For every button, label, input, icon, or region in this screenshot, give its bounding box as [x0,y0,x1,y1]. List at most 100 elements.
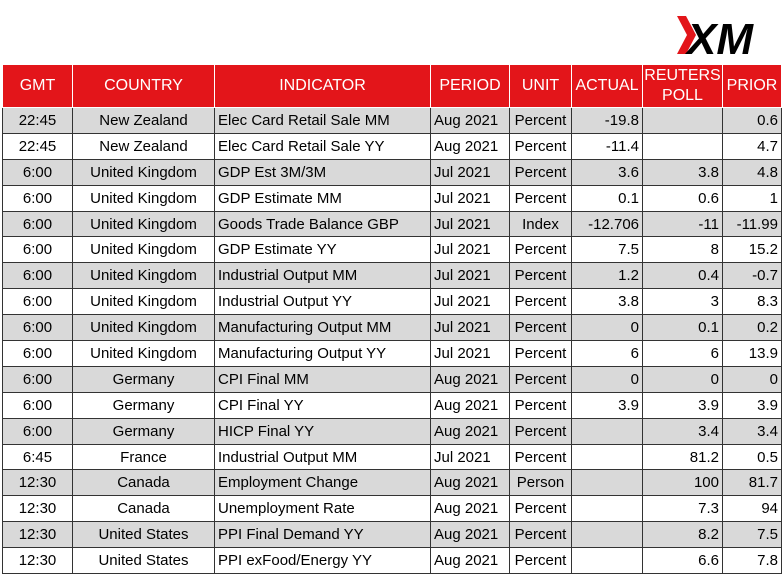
cell-indicator: CPI Final MM [214,365,431,393]
table-row: 22:45 New Zealand Elec Card Retail Sale YY… [2,132,782,160]
cell-gmt: 12:30 [2,495,73,523]
cell-indicator: Elec Card Retail Sale MM [214,107,431,134]
table-row: 12:30 Canada Employment Change Aug 2021 Pers… [2,469,782,497]
cell-actual: 1.2 [571,262,643,290]
cell-gmt: 6:00 [2,158,73,186]
cell-unit: Percent [509,314,572,342]
cell-gmt: 6:00 [2,184,73,212]
cell-prior: 8.3 [722,288,782,316]
cell-reuters-poll: 6 [642,340,723,367]
cell-unit: Percent [509,521,572,549]
cell-country: United Kingdom [72,340,215,367]
cell-indicator: HICP Final YY [214,417,431,445]
cell-reuters-poll: 100 [642,469,723,497]
cell-reuters-poll: 3 [642,288,723,316]
cell-country: United Kingdom [72,288,215,316]
cell-prior: 13.9 [722,340,782,367]
cell-reuters-poll: 3.8 [642,158,723,186]
economic-calendar-table: GMT COUNTRY INDICATOR PERIOD UNIT ACTUAL… [2,64,782,575]
cell-actual: -19.8 [571,107,643,134]
cell-gmt: 12:30 [2,469,73,497]
cell-gmt: 6:00 [2,365,73,393]
cell-indicator: Employment Change [214,469,431,497]
table-row: 6:00 United Kingdom Manufacturing Output M… [2,314,782,342]
table-row: 6:45 France Industrial Output MM Jul 2021 Pe… [2,443,782,471]
cell-indicator: Industrial Output MM [214,443,431,471]
cell-country: Germany [72,365,215,393]
cell-period: Jul 2021 [430,158,510,186]
table-row: 12:30 United States PPI exFood/Energy YY Au… [2,547,782,575]
cell-actual: 0 [571,365,643,393]
cell-prior: -11.99 [722,210,782,238]
cell-actual: -11.4 [571,132,643,160]
cell-unit: Percent [509,184,572,212]
cell-indicator: PPI Final Demand YY [214,521,431,549]
cell-indicator: GDP Est 3M/3M [214,158,431,186]
table-row: 6:00 United Kingdom GDP Estimate MM Jul 202… [2,184,782,212]
cell-actual [571,443,643,471]
table-row: 6:00 Germany HICP Final YY Aug 2021 Percent 3… [2,417,782,445]
cell-prior: 7.8 [722,547,782,575]
cell-indicator: Manufacturing Output YY [214,340,431,367]
header-actual: ACTUAL [571,64,643,108]
cell-prior: 1 [722,184,782,212]
cell-indicator: Industrial Output MM [214,262,431,290]
cell-period: Jul 2021 [430,236,510,264]
cell-unit: Percent [509,340,572,367]
cell-actual: 3.8 [571,288,643,316]
cell-gmt: 6:45 [2,443,73,471]
cell-unit: Percent [509,288,572,316]
table-row: 6:00 Germany CPI Final MM Aug 2021 Percent 0 0… [2,365,782,393]
cell-gmt: 6:00 [2,314,73,342]
cell-actual: 3.6 [571,158,643,186]
cell-reuters-poll: 0.4 [642,262,723,290]
cell-country: United States [72,521,215,549]
cell-actual [571,547,643,575]
header-reuters-poll: REUTERS POLL [642,64,723,108]
cell-period: Aug 2021 [430,495,510,523]
cell-indicator: Elec Card Retail Sale YY [214,132,431,160]
cell-gmt: 6:00 [2,340,73,367]
cell-reuters-poll: 81.2 [642,443,723,471]
cell-unit: Percent [509,443,572,471]
cell-reuters-poll: 3.9 [642,391,723,419]
cell-indicator: GDP Estimate YY [214,236,431,264]
cell-reuters-poll: -11 [642,210,723,238]
cell-unit: Person [509,469,572,497]
cell-indicator: Industrial Output YY [214,288,431,316]
cell-period: Jul 2021 [430,340,510,367]
cell-prior: 0.6 [722,107,782,134]
cell-reuters-poll: 8 [642,236,723,264]
cell-gmt: 22:45 [2,132,73,160]
cell-period: Aug 2021 [430,107,510,134]
table-row: 22:45 New Zealand Elec Card Retail Sale MM… [2,107,782,134]
cell-prior: 3.9 [722,391,782,419]
cell-period: Jul 2021 [430,288,510,316]
cell-unit: Percent [509,262,572,290]
cell-period: Aug 2021 [430,365,510,393]
cell-actual: 0 [571,314,643,342]
cell-prior: 4.7 [722,132,782,160]
cell-indicator: Goods Trade Balance GBP [214,210,431,238]
cell-actual: 3.9 [571,391,643,419]
header-row: GMT COUNTRY INDICATOR PERIOD UNIT ACTUAL… [2,64,782,108]
cell-unit: Index [509,210,572,238]
cell-prior: -0.7 [722,262,782,290]
cell-reuters-poll: 6.6 [642,547,723,575]
cell-period: Aug 2021 [430,391,510,419]
cell-unit: Percent [509,547,572,575]
cell-actual [571,521,643,549]
cell-prior: 7.5 [722,521,782,549]
cell-country: United Kingdom [72,236,215,264]
cell-reuters-poll: 0 [642,365,723,393]
cell-reuters-poll: 8.2 [642,521,723,549]
cell-unit: Percent [509,107,572,134]
table-row: 6:00 United Kingdom GDP Estimate YY Jul 202… [2,236,782,264]
cell-period: Aug 2021 [430,469,510,497]
cell-gmt: 6:00 [2,417,73,445]
cell-prior: 0.5 [722,443,782,471]
table-row: 6:00 Germany CPI Final YY Aug 2021 Percent 3.… [2,391,782,419]
cell-prior: 81.7 [722,469,782,497]
cell-reuters-poll [642,132,723,160]
cell-country: United Kingdom [72,184,215,212]
